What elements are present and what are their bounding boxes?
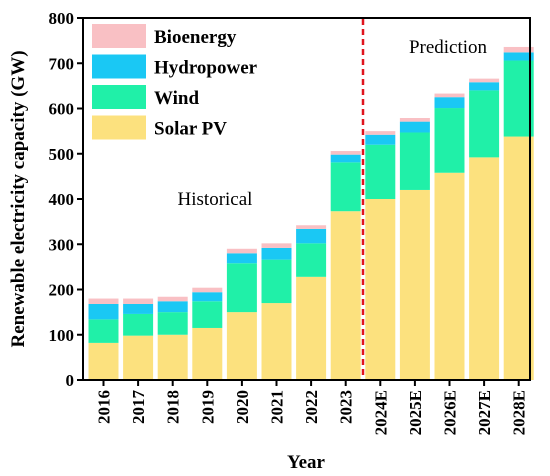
y-tick-label-500: 500 [49, 145, 75, 164]
y-axis-title: Renewable electricity capacity (GW) [8, 50, 29, 347]
bar-wind-2023 [330, 162, 361, 212]
bar-wind-2018 [157, 312, 188, 335]
y-tick-label-800: 800 [49, 9, 75, 28]
bar-hydropower-2019 [192, 292, 223, 302]
bar-solar-pv-2024e [365, 199, 396, 380]
bar-bioenergy-2016 [88, 298, 119, 304]
y-tick-label-400: 400 [49, 190, 75, 209]
y-tick-label-200: 200 [49, 281, 75, 300]
bars-group [88, 46, 534, 380]
bar-bioenergy-2024e [365, 131, 396, 135]
annotation-historical: Historical [178, 189, 253, 210]
bar-bioenergy-2017 [123, 298, 154, 304]
bar-hydropower-2022 [296, 228, 327, 244]
x-tick-label-2028e: 2028E [510, 390, 529, 435]
bar-solar-pv-2022 [296, 276, 327, 380]
bar-bioenergy-2020 [226, 248, 257, 254]
annotation-prediction: Prediction [409, 37, 488, 58]
bar-solar-pv-2028e [503, 136, 534, 380]
legend-label-bioenergy: Bioenergy [154, 27, 237, 48]
bar-wind-2017 [123, 313, 154, 336]
bar-bioenergy-2025e [399, 118, 430, 122]
y-tick-label-600: 600 [49, 100, 75, 119]
x-tick-label-2017: 2017 [129, 390, 148, 425]
bar-wind-2026e [434, 108, 465, 173]
bar-hydropower-2027e [469, 82, 500, 91]
legend-swatch-wind [92, 85, 146, 109]
bar-wind-2021 [261, 259, 292, 304]
y-tick-label-100: 100 [49, 326, 75, 345]
x-tick-label-2027e: 2027E [475, 390, 494, 435]
bar-wind-2024e [365, 144, 396, 199]
x-tick-label-2016: 2016 [95, 390, 114, 424]
bar-hydropower-2028e [503, 52, 534, 61]
bar-bioenergy-2027e [469, 78, 500, 83]
x-tick-label-2020: 2020 [233, 390, 252, 424]
bar-solar-pv-2018 [157, 334, 188, 380]
bar-wind-2027e [469, 90, 500, 158]
bar-bioenergy-2028e [503, 46, 534, 53]
bar-hydropower-2018 [157, 301, 188, 313]
bar-bioenergy-2018 [157, 296, 188, 302]
legend-label-solar-pv: Solar PV [154, 119, 227, 140]
x-tick-label-2025e: 2025E [406, 390, 425, 435]
x-tick-label-2019: 2019 [198, 390, 217, 424]
bar-bioenergy-2023 [330, 151, 361, 155]
x-tick-label-2018: 2018 [164, 390, 183, 424]
legend-swatch-bioenergy [92, 24, 146, 48]
bar-solar-pv-2020 [226, 312, 257, 380]
bar-wind-2020 [226, 263, 257, 313]
bar-bioenergy-2026e [434, 93, 465, 98]
bar-wind-2022 [296, 243, 327, 277]
bar-hydropower-2024e [365, 134, 396, 145]
bar-wind-2025e [399, 132, 430, 190]
y-tick-label-300: 300 [49, 235, 75, 254]
bar-solar-pv-2019 [192, 327, 223, 380]
y-tick-label-0: 0 [66, 371, 75, 390]
x-tick-label-2026e: 2026E [441, 390, 460, 435]
legend-label-wind: Wind [154, 88, 200, 109]
bar-bioenergy-2021 [261, 243, 292, 248]
bar-hydropower-2016 [88, 303, 119, 320]
bar-hydropower-2026e [434, 97, 465, 109]
bar-solar-pv-2026e [434, 172, 465, 380]
bar-solar-pv-2025e [399, 189, 430, 380]
bar-solar-pv-2023 [330, 211, 361, 380]
bar-wind-2016 [88, 319, 119, 343]
x-tick-label-2023: 2023 [337, 390, 356, 424]
x-tick-label-2024e: 2024E [371, 390, 390, 435]
legend-swatch-hydropower [92, 54, 146, 79]
bar-hydropower-2017 [123, 303, 154, 314]
x-axis: 2016 2017 2018 2019 2020 2021 2022 2023 2024E 202… [95, 380, 529, 435]
y-axis: 0 100 200 300 400 500 600 700 800 [49, 9, 83, 390]
bar-solar-pv-2027e [469, 157, 500, 380]
x-tick-label-2021: 2021 [268, 390, 287, 424]
x-tick-label-2022: 2022 [302, 390, 321, 424]
legend-label-hydropower: Hydropower [154, 58, 258, 79]
bar-hydropower-2020 [226, 253, 257, 264]
bar-solar-pv-2017 [123, 335, 154, 380]
bar-hydropower-2023 [330, 154, 361, 163]
bar-hydropower-2025e [399, 121, 430, 133]
bar-solar-pv-2016 [88, 342, 119, 380]
legend: Bioenergy Hydropower Wind Solar PV [92, 24, 258, 140]
legend-swatch-solar-pv [92, 115, 146, 140]
bar-wind-2028e [503, 60, 534, 137]
y-tick-label-700: 700 [49, 54, 75, 73]
bar-hydropower-2021 [261, 247, 292, 260]
x-axis-title: Year [287, 452, 326, 473]
bar-bioenergy-2022 [296, 225, 327, 229]
bar-wind-2019 [192, 301, 223, 328]
bar-solar-pv-2021 [261, 303, 292, 380]
bar-bioenergy-2019 [192, 287, 223, 293]
